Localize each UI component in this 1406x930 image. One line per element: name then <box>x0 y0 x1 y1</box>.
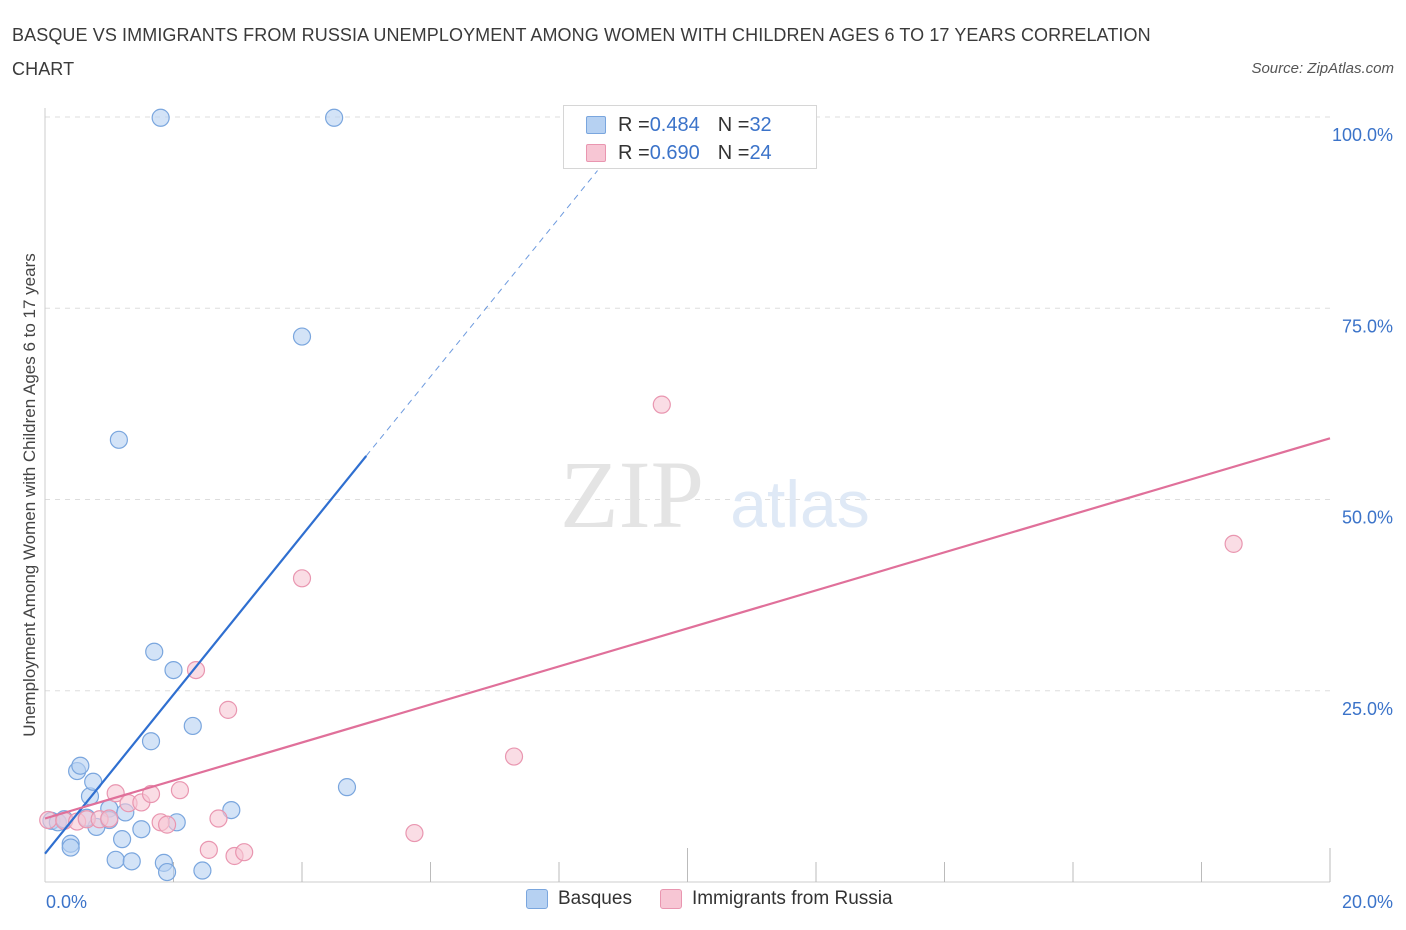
point-basques <box>61 838 80 857</box>
basques-swatch <box>586 116 606 134</box>
point-basques <box>132 820 151 839</box>
axis-layer <box>44 108 1331 883</box>
n-value: 32 <box>749 113 772 136</box>
y-tick-label: 25.0% <box>1342 699 1393 719</box>
point-basques <box>141 732 161 751</box>
y-tick-label: 100.0% <box>1332 125 1393 145</box>
basques-swatch <box>526 889 548 909</box>
legend-label-basques: Basques <box>558 888 632 909</box>
point-basques <box>71 756 90 775</box>
point-basques <box>106 850 125 869</box>
point-russia <box>170 781 190 800</box>
y-tick-label: 75.0% <box>1342 316 1393 336</box>
point-russia <box>39 810 58 830</box>
point-basques <box>112 830 132 849</box>
n-value: 24 <box>749 141 772 164</box>
r-label: R = <box>618 113 650 136</box>
legend-item-russia[interactable]: Immigrants from Russia <box>659 888 893 910</box>
watermark-atlas: atlas <box>730 467 869 541</box>
r-value: 0.484 <box>649 113 700 136</box>
tick-label-layer: 25.0% 50.0% 75.0% 100.0% 0.0% 20.0% <box>46 125 1393 912</box>
point-basques <box>157 862 177 882</box>
series-legend: Basques Immigrants from Russia <box>526 888 921 910</box>
point-russia <box>186 660 206 680</box>
n-label: N = <box>717 113 750 136</box>
point-basques <box>325 108 344 127</box>
point-russia <box>405 823 424 843</box>
chart-title: BASQUE VS IMMIGRANTS FROM RUSSIA UNEMPLO… <box>12 25 1151 79</box>
stats-legend: R = 0.484 N = 32 R = 0.690 N = 24 <box>563 105 817 169</box>
point-basques <box>145 642 164 661</box>
trendline-extension-basques <box>365 170 598 457</box>
point-russia <box>106 784 125 803</box>
y-axis-label: Unemployment Among Women with Children A… <box>20 253 39 737</box>
stats-row-basques: R = 0.484 N = 32 <box>586 113 772 137</box>
point-russia <box>504 747 524 766</box>
point-russia <box>209 809 228 828</box>
point-basques <box>122 852 141 871</box>
r-value: 0.690 <box>649 141 700 164</box>
point-russia <box>219 700 238 719</box>
point-russia <box>199 840 218 859</box>
x-tick-label: 0.0% <box>46 892 87 912</box>
trend-layer <box>44 170 1331 855</box>
point-russia <box>1224 534 1243 553</box>
source-label: Source: ZipAtlas.com <box>1251 60 1394 77</box>
point-russia <box>235 843 254 862</box>
n-label: N = <box>717 141 750 164</box>
point-basques <box>193 861 212 880</box>
trendline-russia <box>44 437 1331 820</box>
russia-swatch <box>659 889 682 909</box>
point-basques <box>292 327 312 346</box>
point-russia <box>157 815 177 834</box>
point-basques <box>164 660 183 680</box>
point-russia <box>652 395 671 414</box>
watermark: ZIP atlas <box>560 441 870 548</box>
point-basques <box>151 108 170 127</box>
point-basques <box>183 716 202 736</box>
point-basques <box>109 430 128 449</box>
point-russia <box>141 784 161 804</box>
stats-row-russia: R = 0.690 N = 24 <box>586 141 772 165</box>
watermark-zip: ZIP <box>560 441 704 548</box>
y-tick-label: 50.0% <box>1342 508 1393 528</box>
points-layer <box>39 108 1243 882</box>
x-tick-label: 20.0% <box>1342 892 1393 912</box>
point-russia <box>100 809 119 828</box>
point-basques <box>337 778 357 797</box>
grid-layer <box>45 116 1330 692</box>
r-label: R = <box>618 141 650 164</box>
point-basques <box>222 800 241 820</box>
russia-swatch <box>586 144 606 162</box>
legend-item-basques[interactable]: Basques <box>526 888 632 910</box>
point-russia <box>292 569 312 588</box>
trendline-basques <box>44 455 368 855</box>
legend-label-russia: Immigrants from Russia <box>691 888 893 909</box>
